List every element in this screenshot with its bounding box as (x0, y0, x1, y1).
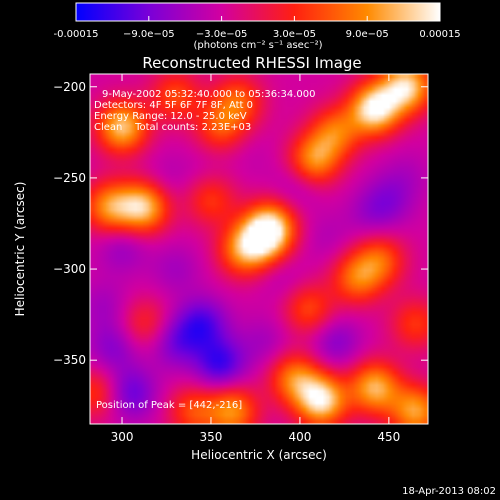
colorbar: -0.00015 −9.0e−05 −3.0e−05 3.0e−05 9.0e−05 0.… (54, 2, 461, 51)
plot-frame (89, 73, 429, 425)
y-tick-labels: −200 −250 −300 −350 (53, 80, 86, 367)
x-axis-label: Heliocentric X (arcsec) (191, 448, 327, 462)
colorbar-tick-label: 3.0e−05 (273, 29, 316, 40)
colorbar-tick-label: −9.0e−05 (123, 29, 175, 40)
annotation-time-range: 9-May-2002 05:32:40.000 to 05:36:34.000 (102, 89, 315, 100)
colorbar-ticks (75, 16, 441, 21)
colorbar-tick-label: 0.00015 (419, 29, 460, 40)
colorbar-tick-label: -0.00015 (54, 29, 99, 40)
x-tick-labels: 300 350 400 450 (111, 430, 401, 444)
plot-area: 9-May-2002 05:32:40.000 to 05:36:34.000 … (89, 73, 429, 425)
y-axis-label: Heliocentric Y (arcsec) (13, 182, 27, 317)
x-tick-label: 350 (200, 430, 223, 444)
x-tick-label: 450 (377, 430, 400, 444)
y-tick-label: −350 (53, 353, 86, 367)
annotation-block: 9-May-2002 05:32:40.000 to 05:36:34.000 … (94, 89, 315, 133)
annotation-detectors: Detectors: 4F 5F 6F 7F 8F, Att 0 (94, 100, 253, 111)
y-tick-label: −200 (53, 80, 86, 94)
x-tick-label: 300 (111, 430, 134, 444)
y-tick-label: −250 (53, 171, 86, 185)
y-tick-label: −300 (53, 262, 86, 276)
chart-title: Reconstructed RHESSI Image (142, 54, 361, 72)
colorbar-tick-labels: -0.00015 −9.0e−05 −3.0e−05 3.0e−05 9.0e−05 0.… (54, 29, 461, 40)
colorbar-tick-label: −3.0e−05 (196, 29, 248, 40)
footer-timestamp: 18-Apr-2013 08:02 (402, 486, 496, 497)
heatmap-image (90, 74, 428, 424)
colorbar-unit-label: (photons cm⁻² s⁻¹ asec⁻²) (193, 40, 322, 51)
colorbar-tick-label: 9.0e−05 (346, 29, 389, 40)
colorbar-gradient (75, 2, 441, 22)
axis-ticks (90, 74, 428, 424)
annotation-clean-counts: Clean Total counts: 2.23E+03 (94, 122, 251, 133)
x-tick-label: 400 (288, 430, 311, 444)
annotation-energy-range: Energy Range: 12.0 - 25.0 keV (94, 111, 247, 122)
peak-position-label: Position of Peak = [442,-216] (96, 400, 242, 411)
